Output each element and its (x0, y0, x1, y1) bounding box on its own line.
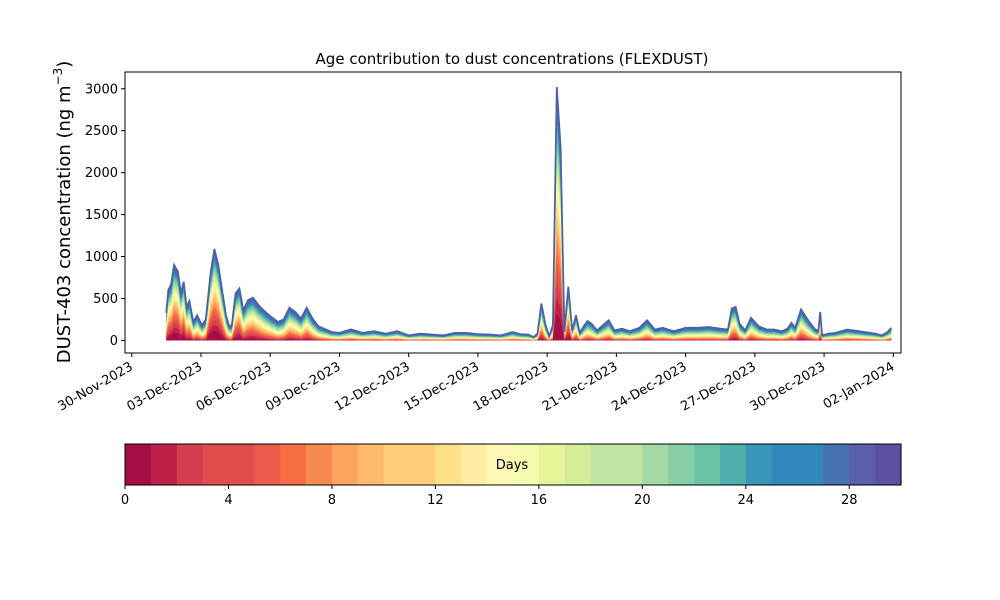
y-tick-label: 1000 (85, 250, 118, 265)
colorbar-segment (125, 444, 152, 485)
colorbar-segment (797, 444, 824, 485)
colorbar-tick-label: 16 (531, 493, 548, 508)
colorbar-segment (823, 444, 850, 485)
age-band-22 (166, 107, 892, 341)
age-band-16 (166, 151, 892, 341)
age-band-14 (166, 167, 892, 341)
age-band-24 (166, 93, 892, 341)
y-tick-label: 2500 (85, 124, 118, 139)
y-tick-label: 3000 (85, 82, 118, 97)
chart-title: Age contribution to dust concentrations … (316, 50, 709, 68)
colorbar-tick-label: 12 (427, 493, 444, 508)
age-band-15 (166, 159, 892, 341)
x-tick-label: 15-Dec-2023 (402, 359, 482, 414)
colorbar-tick-label: 4 (224, 493, 232, 508)
x-tick-label: 06-Dec-2023 (194, 359, 274, 414)
x-tick-label: 30-Dec-2023 (748, 359, 828, 414)
colorbar-segment (719, 444, 747, 485)
colorbar-segment (461, 444, 488, 485)
colorbar-tick-label: 24 (738, 493, 755, 508)
x-tick-label: 02-Jan-2024 (821, 359, 898, 412)
age-band-25 (166, 87, 892, 341)
colorbar-segment (745, 444, 773, 485)
y-tick-label: 1500 (85, 208, 118, 223)
colorbar-tick-label: 8 (328, 493, 336, 508)
y-axis: 0 500 1000 1500 2000 2500 3000 (85, 82, 125, 349)
colorbar-segment (668, 444, 695, 485)
colorbar-segment (254, 444, 281, 485)
y-axis-label-exponent: −3 (51, 68, 65, 86)
age-band-18 (166, 136, 892, 341)
x-tick-label: 30-Nov-2023 (55, 359, 135, 414)
colorbar-segment (849, 444, 876, 485)
y-axis-label: DUST-403 concentration (ng m−3) (51, 61, 75, 364)
colorbar-segment (642, 444, 669, 485)
y-tick-label: 500 (93, 292, 118, 307)
age-band-17 (166, 143, 892, 341)
age-band-19 (166, 129, 892, 341)
y-tick-label: 2000 (85, 166, 118, 181)
y-axis-label-end: ) (54, 61, 75, 68)
x-tick-label: 03-Dec-2023 (125, 359, 205, 414)
x-tick-label: 12-Dec-2023 (332, 359, 412, 414)
colorbar-segment (616, 444, 643, 485)
age-colorbar (124, 443, 902, 486)
plot-area (165, 87, 893, 341)
colorbar-segment (383, 444, 411, 485)
colorbar-segment (176, 444, 204, 485)
age-band-13 (166, 175, 892, 341)
colorbar-segment (331, 444, 359, 485)
age-band-11 (166, 191, 892, 341)
colorbar-tick-label: 28 (841, 493, 858, 508)
colorbar-segment (280, 444, 307, 485)
colorbar-segment (513, 444, 540, 485)
age-band-0 (166, 313, 892, 341)
colorbar-tick-label: 0 (121, 493, 129, 508)
y-tick-label: 0 (110, 334, 118, 349)
age-band-23 (166, 100, 892, 341)
colorbar-frame (124, 443, 902, 486)
colorbar-segment (228, 444, 255, 485)
svg-text:DUST-403 concentration (ng m−3: DUST-403 concentration (ng m−3) (51, 61, 75, 364)
colorbar-segment (564, 444, 592, 485)
plot-frame (124, 71, 902, 354)
x-tick-label: 09-Dec-2023 (263, 359, 343, 414)
age-band-1 (166, 297, 892, 341)
colorbar-tick-label: 20 (634, 493, 651, 508)
colorbar-segment (306, 444, 333, 485)
colorbar-axis: 0 4 8 12 16 20 24 28 (121, 485, 858, 508)
x-tick-label: 18-Dec-2023 (471, 359, 551, 414)
x-tick-label: 27-Dec-2023 (678, 359, 758, 414)
x-tick-label: 24-Dec-2023 (609, 359, 689, 414)
age-band-21 (166, 114, 892, 341)
colorbar-segment (435, 444, 462, 485)
colorbar-segment (538, 444, 566, 485)
colorbar-segment (357, 444, 385, 485)
colorbar-segment (487, 444, 514, 485)
colorbar-segment (875, 444, 902, 485)
age-band-12 (166, 183, 892, 341)
x-axis: 30-Nov-202303-Dec-202306-Dec-202309-Dec-… (55, 353, 897, 415)
colorbar-segment (590, 444, 618, 485)
colorbar-segment (409, 444, 436, 485)
colorbar-segment (694, 444, 721, 485)
x-tick-label: 21-Dec-2023 (540, 359, 620, 414)
colorbar-segment (771, 444, 799, 485)
age-band-20 (166, 121, 892, 341)
colorbar-segment (150, 444, 178, 485)
colorbar-segment (202, 444, 230, 485)
y-axis-label-main: DUST-403 concentration (ng m (54, 85, 75, 363)
colorbar-label: Days (496, 458, 529, 473)
total-concentration-line (165, 87, 893, 340)
